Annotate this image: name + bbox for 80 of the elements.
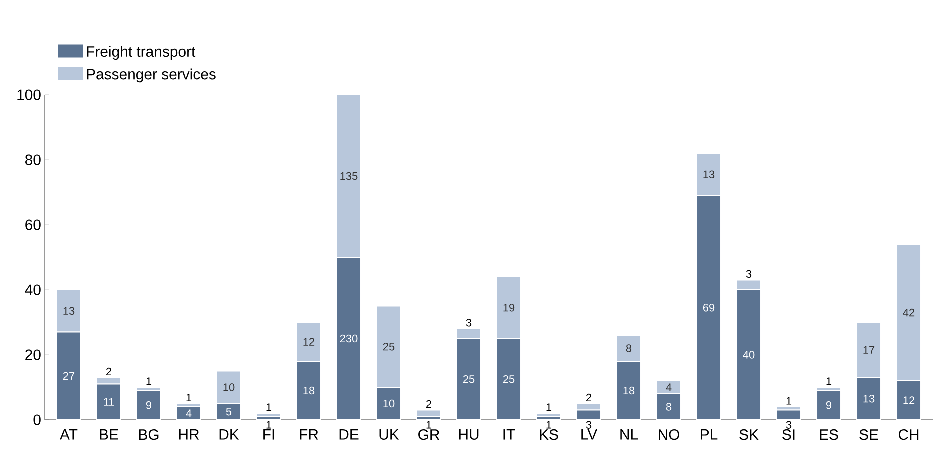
data-label: 2 [106,368,112,376]
x-tick-label: FI [264,430,274,440]
data-label: 10 [224,384,235,392]
data-label: 1 [266,404,272,412]
annotation: 135 [340,172,358,180]
x-tick-label: KS [540,430,558,440]
data-label: 3 [586,421,592,429]
data-label: 10 [384,400,395,408]
data-label: 11 [104,398,114,406]
bar [536,416,562,420]
x-tick-label: HU [459,430,479,440]
y-tick-label: 40 [25,284,41,296]
y-tick-label: 0 [34,414,41,426]
data-label: 1 [826,378,832,386]
x-tick-label: IT [504,430,516,440]
data-label: 5 [226,408,232,416]
data-label: 1 [546,421,552,429]
x-tick-label: GR [418,430,440,440]
data-label: 1 [426,421,432,429]
x-tick-label: NL [620,430,638,440]
data-label: 17 [864,346,875,354]
y-tick-label: 80 [26,154,41,166]
data-label: 2 [586,394,592,402]
bar [776,410,802,420]
x-tick-label: LV [582,430,598,440]
data-label: 1 [266,421,272,429]
x-tick-label: HR [179,430,200,440]
data-label: 3 [746,270,752,278]
data-label: 69 [703,304,715,312]
bar [256,416,282,420]
annotation: 230 [340,334,358,343]
data-label: 13 [704,170,715,179]
data-label: 3 [786,421,792,429]
x-tick-label: SI [782,430,795,440]
data-label: 40 [743,351,755,359]
data-label: 4 [666,384,672,392]
data-label: 1 [186,394,192,402]
data-label: 4 [186,410,192,418]
data-label: 18 [304,386,315,395]
data-label: 19 [504,304,515,312]
bar [136,390,162,420]
data-label: 8 [666,403,672,411]
x-tick-label: SK [740,430,759,440]
data-label: 9 [146,402,152,410]
bar [816,390,842,420]
data-label: 9 [826,402,832,410]
data-label: 25 [383,343,395,351]
data-label: 42 [903,308,915,317]
x-tick-label: SE [860,430,878,440]
data-label: 25 [503,376,515,384]
data-label: 12 [904,396,915,404]
x-tick-label: CH [898,430,919,440]
data-label: 13 [864,395,875,403]
x-tick-label: PL [701,430,718,440]
x-tick-label: FR [300,430,318,440]
legend-label: Passenger services [87,68,216,83]
y-tick-label: 100 [18,90,41,100]
x-tick-label: BE [100,430,118,440]
x-tick-label: ES [820,430,838,440]
data-label: 3 [466,319,472,327]
x-tick-label: DE [340,430,359,440]
y-tick-label: 20 [26,350,41,360]
x-tick-label: UK [380,430,400,440]
data-label: 18 [624,386,635,395]
x-tick-label: NO [659,430,680,440]
data-label: 1 [786,397,792,405]
data-label: 1 [146,378,152,386]
legend-label: Freight transport [87,46,196,60]
data-label: 27 [63,372,75,380]
data-label: 2 [426,400,432,408]
data-label: 8 [626,344,632,352]
data-label: 13 [64,307,75,316]
bar [176,406,202,420]
x-tick-label: DK [220,430,240,440]
x-tick-label: BG [139,430,159,440]
x-tick-label: AT [60,430,78,440]
data-label: 12 [304,338,315,346]
data-label: 25 [463,376,475,384]
data-label: 1 [546,404,552,412]
y-tick-label: 60 [26,220,41,230]
